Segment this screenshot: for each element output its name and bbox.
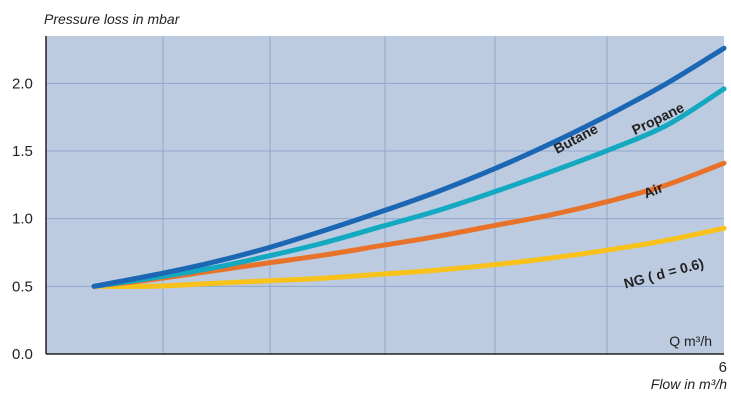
y-tick-label-1.5: 1.5 bbox=[12, 143, 33, 160]
x-axis-title: Flow in m³/h bbox=[651, 376, 727, 392]
axes bbox=[45, 36, 724, 355]
y-tick-label-0.0: 0.0 bbox=[12, 346, 33, 363]
series-line-air bbox=[91, 160, 727, 289]
x-tick-label-6: 6 bbox=[719, 359, 727, 376]
series-label-air: Air bbox=[641, 179, 666, 201]
x-unit-label: Q m³/h bbox=[669, 333, 712, 349]
y-tick-label-2.0: 2.0 bbox=[12, 75, 33, 92]
series-line-ng-d-0-6 bbox=[91, 225, 727, 290]
y-axis-title: Pressure loss in mbar bbox=[44, 11, 181, 27]
series-line-butane bbox=[91, 45, 727, 289]
series-lines bbox=[91, 45, 727, 290]
y-tick-label-1.0: 1.0 bbox=[12, 211, 33, 228]
y-tick-label-0.5: 0.5 bbox=[12, 278, 33, 295]
series-line-propane bbox=[91, 86, 727, 289]
grid bbox=[46, 36, 724, 354]
